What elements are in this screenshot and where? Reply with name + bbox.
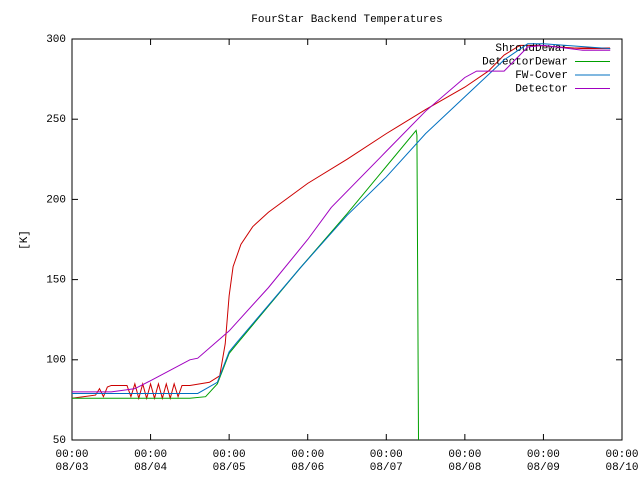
- y-tick-label: 250: [46, 114, 66, 126]
- legend-label: FW-Cover: [515, 70, 568, 82]
- y-axis-label: [K]: [19, 230, 31, 250]
- series-line: [72, 43, 611, 394]
- x-tick-label: 00:00 08/05: [213, 449, 246, 474]
- x-tick-label: 00:00 08/10: [605, 449, 638, 474]
- x-tick-label: 00:00 08/03: [55, 449, 88, 474]
- series-line: [72, 129, 419, 441]
- chart-title: FourStar Backend Temperatures: [251, 14, 442, 26]
- y-tick-label: 150: [46, 275, 66, 287]
- y-tick-label: 100: [46, 355, 66, 367]
- x-tick-label: 00:00 08/08: [448, 449, 481, 474]
- x-tick-label: 00:00 08/09: [527, 449, 560, 474]
- x-tick-label: 00:00 08/04: [134, 449, 167, 474]
- plot-frame: [71, 38, 623, 441]
- x-tick-label: 00:00 08/07: [370, 449, 403, 474]
- y-tick-label: 300: [46, 34, 66, 46]
- legend-label: Detector: [515, 83, 568, 95]
- legend-label: DetectorDewar: [482, 56, 568, 68]
- y-tick-label: 200: [46, 194, 66, 206]
- series-line: [72, 44, 611, 393]
- x-tick-label: 00:00 08/06: [291, 449, 324, 474]
- y-tick-label: 50: [53, 435, 66, 447]
